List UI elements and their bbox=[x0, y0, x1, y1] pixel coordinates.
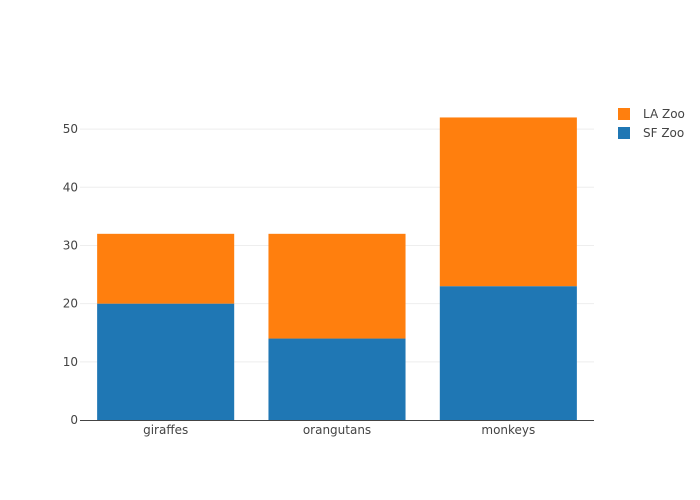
legend: LA Zoo SF Zoo bbox=[618, 107, 685, 140]
y-tick-label: 30 bbox=[63, 238, 78, 252]
bar-la-zoo-giraffes bbox=[97, 233, 235, 304]
legend-label: LA Zoo bbox=[643, 107, 685, 121]
x-tick-label: orangutans bbox=[303, 423, 371, 437]
bar-sf-zoo-monkeys bbox=[439, 286, 577, 420]
legend-swatch bbox=[618, 108, 630, 120]
legend-swatch bbox=[618, 127, 630, 139]
x-tick-label: monkeys bbox=[481, 423, 535, 437]
y-tick-label: 0 bbox=[70, 413, 78, 427]
bars bbox=[97, 117, 577, 420]
legend-item[interactable]: LA Zoo bbox=[618, 107, 685, 121]
x-axis: giraffes orangutans monkeys bbox=[143, 423, 535, 437]
legend-label: SF Zoo bbox=[643, 126, 684, 140]
bar-sf-zoo-orangutans bbox=[268, 338, 406, 420]
bar-la-zoo-monkeys bbox=[439, 117, 577, 287]
y-tick-label: 40 bbox=[63, 180, 78, 194]
y-tick-label: 10 bbox=[63, 355, 78, 369]
bar-la-zoo-orangutans bbox=[268, 233, 406, 339]
y-axis: 0 10 20 30 40 50 bbox=[63, 122, 78, 427]
legend-item[interactable]: SF Zoo bbox=[618, 126, 684, 140]
y-tick-label: 50 bbox=[63, 122, 78, 136]
y-tick-label: 20 bbox=[63, 297, 78, 311]
bar-sf-zoo-giraffes bbox=[97, 303, 235, 420]
x-tick-label: giraffes bbox=[143, 423, 188, 437]
